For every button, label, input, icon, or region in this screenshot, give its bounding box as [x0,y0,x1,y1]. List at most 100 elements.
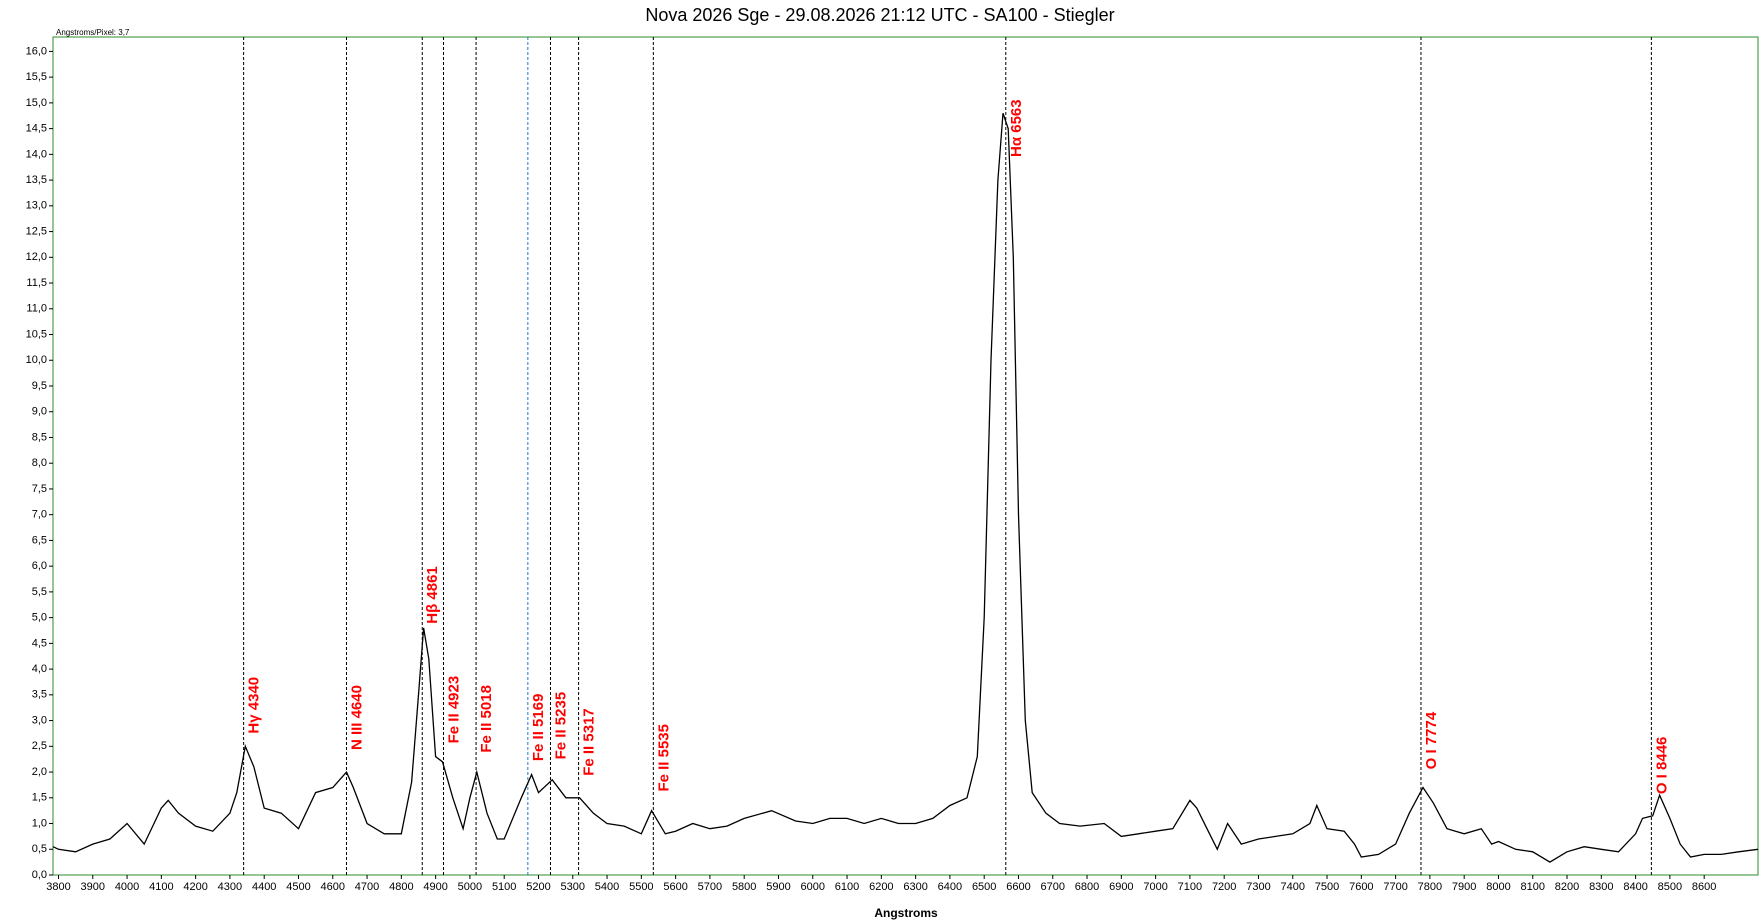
x-tick-label: 6300 [903,881,927,893]
x-tick-label: 7900 [1452,881,1476,893]
y-tick-label: 6,5 [32,534,47,546]
x-tick-label: 4600 [321,881,345,893]
y-tick-label: 15,0 [26,97,47,109]
x-tick-label: 7400 [1281,881,1305,893]
x-tick-label: 4300 [218,881,242,893]
x-tick-label: 4700 [355,881,379,893]
y-tick-label: 10,0 [26,354,47,366]
x-tick-label: 7200 [1212,881,1236,893]
chart-title: Nova 2026 Sge - 29.08.2026 21:12 UTC - S… [645,5,1114,25]
subtitle: Angstroms/Pixel: 3,7 [56,28,130,37]
x-tick-label: 5800 [732,881,756,893]
y-tick-label: 5,5 [32,586,47,598]
x-tick-label: 6400 [938,881,962,893]
y-tick-label: 1,5 [32,792,47,804]
x-tick-label: 5300 [561,881,585,893]
y-tick-label: 2,5 [32,740,47,752]
y-tick-label: 14,0 [26,148,47,160]
y-tick-label: 11,0 [26,303,47,315]
y-tick-label: 7,5 [32,483,47,495]
x-tick-label: 8500 [1658,881,1682,893]
marker-label: Fe II 4923 [445,676,462,744]
marker-label: Hγ 4340 [246,677,263,734]
x-tick-label: 7700 [1383,881,1407,893]
y-tick-label: 13,0 [26,200,47,212]
x-tick-label: 6600 [1006,881,1030,893]
x-tick-label: 8000 [1486,881,1510,893]
y-tick-label: 0,5 [32,843,47,855]
x-tick-label: 4100 [149,881,173,893]
x-tick-label: 4200 [183,881,207,893]
y-tick-label: 9,5 [32,380,47,392]
x-tick-label: 6900 [1109,881,1133,893]
x-tick-label: 4500 [286,881,310,893]
x-tick-label: 5700 [698,881,722,893]
x-tick-label: 5200 [526,881,550,893]
x-tick-label: 4900 [423,881,447,893]
marker-label: Hα 6563 [1008,99,1025,157]
y-tick-label: 8,0 [32,457,47,469]
marker-label: N III 4640 [348,685,365,750]
marker-label: Hβ 4861 [424,566,441,624]
x-tick-label: 5000 [458,881,482,893]
y-tick-label: 6,0 [32,560,47,572]
spectrum-line [52,112,1759,863]
marker-label: Fe II 5235 [552,692,569,760]
marker-label: Fe II 5535 [655,724,672,792]
y-tick-label: 12,5 [26,225,47,237]
x-tick-label: 6200 [869,881,893,893]
y-tick-label: 1,0 [32,817,47,829]
y-tick-label: 3,5 [32,689,47,701]
y-tick-label: 15,5 [26,71,47,83]
y-tick-label: 12,0 [26,251,47,263]
x-tick-label: 7800 [1418,881,1442,893]
y-tick-label: 5,0 [32,612,47,624]
x-tick-label: 7000 [1143,881,1167,893]
y-tick-label: 10,5 [26,328,47,340]
y-tick-label: 0,0 [32,869,47,881]
y-tick-label: 11,5 [26,277,47,289]
x-tick-label: 5100 [492,881,516,893]
marker-label: O I 8446 [1653,737,1670,795]
y-tick-label: 8,5 [32,431,47,443]
x-tick-label: 8600 [1692,881,1716,893]
x-tick-label: 3900 [81,881,105,893]
plot-frame [52,36,1759,876]
x-tick-label: 6700 [1041,881,1065,893]
marker-label: O I 7774 [1423,711,1440,769]
x-tick-label: 3800 [46,881,70,893]
x-tick-label: 7100 [1178,881,1202,893]
x-tick-label: 6500 [972,881,996,893]
y-tick-label: 3,0 [32,714,47,726]
x-tick-label: 5500 [629,881,653,893]
y-tick-label: 4,0 [32,663,47,675]
x-tick-label: 5400 [595,881,619,893]
x-tick-label: 5900 [766,881,790,893]
x-tick-label: 8400 [1623,881,1647,893]
y-tick-label: 9,0 [32,406,47,418]
x-tick-label: 7300 [1246,881,1270,893]
y-tick-label: 2,0 [32,766,47,778]
x-tick-label: 8200 [1555,881,1579,893]
marker-label: Fe II 5317 [581,708,598,776]
x-tick-label: 7600 [1349,881,1373,893]
x-tick-label: 4400 [252,881,276,893]
x-tick-label: 8100 [1521,881,1545,893]
y-tick-label: 7,0 [32,509,47,521]
y-tick-label: 4,5 [32,637,47,649]
y-tick-label: 13,5 [26,174,47,186]
y-tick-label: 14,5 [26,123,47,135]
x-tick-label: 5600 [663,881,687,893]
x-tick-label: 6000 [801,881,825,893]
x-axis-label: Angstroms [874,906,938,920]
x-tick-label: 6100 [835,881,859,893]
x-tick-label: 4000 [115,881,139,893]
x-tick-label: 8300 [1589,881,1613,893]
x-tick-label: 6800 [1075,881,1099,893]
marker-label: Fe II 5169 [530,694,547,762]
y-tick-label: 16,0 [26,45,47,57]
x-tick-label: 7500 [1315,881,1339,893]
x-tick-label: 4800 [389,881,413,893]
marker-label: Fe II 5018 [478,685,495,753]
